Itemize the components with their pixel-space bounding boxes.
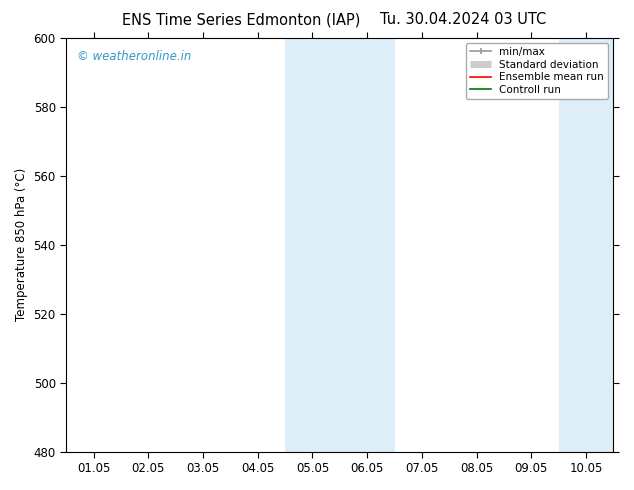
Bar <box>285 38 394 452</box>
Text: Tu. 30.04.2024 03 UTC: Tu. 30.04.2024 03 UTC <box>380 12 546 27</box>
Y-axis label: Temperature 850 hPa (°C): Temperature 850 hPa (°C) <box>15 168 28 321</box>
Bar <box>559 38 614 452</box>
Text: ENS Time Series Edmonton (IAP): ENS Time Series Edmonton (IAP) <box>122 12 360 27</box>
Legend: min/max, Standard deviation, Ensemble mean run, Controll run: min/max, Standard deviation, Ensemble me… <box>466 43 608 99</box>
Text: © weatheronline.in: © weatheronline.in <box>77 50 191 63</box>
